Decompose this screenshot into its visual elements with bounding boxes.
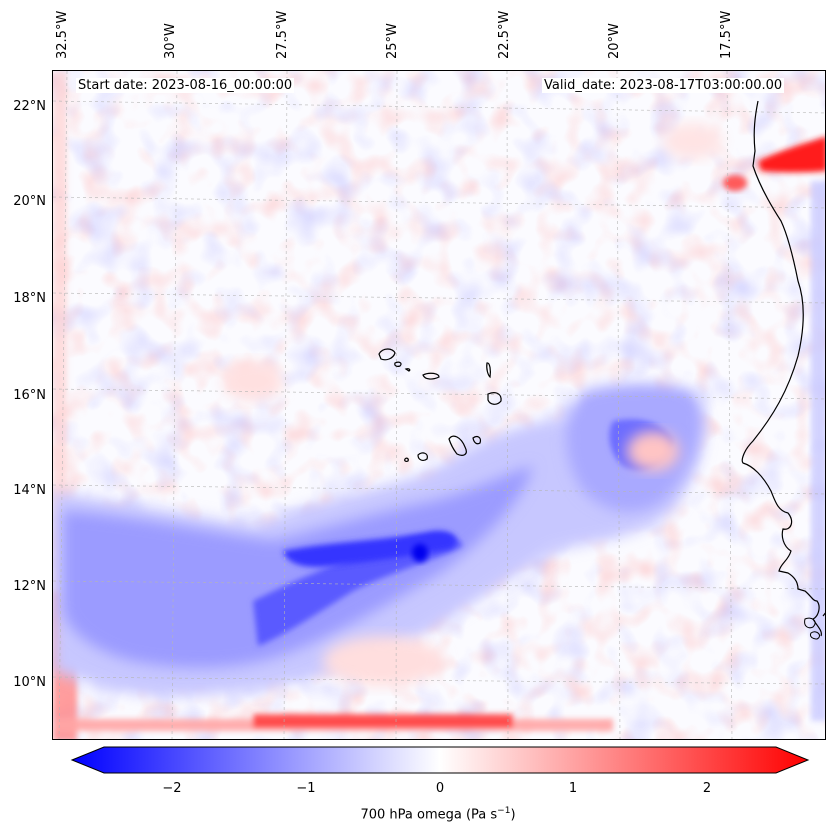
lat-label-12n: 12°N	[13, 579, 46, 594]
lon-label-32-5w: 32.5°W	[55, 10, 70, 59]
lat-label-16n: 16°N	[13, 388, 46, 403]
colorbar-tick-minus2: −2	[162, 781, 182, 796]
colorbar-tick-2: 2	[702, 781, 712, 796]
valid-date-label: Valid_date: 2023-08-17T03:00:00.00	[542, 78, 785, 93]
lat-label-18n: 18°N	[13, 291, 46, 306]
colorbar-tick-0: 0	[435, 781, 445, 796]
map-panel[interactable]	[52, 70, 826, 740]
lon-label-22-5w: 22.5°W	[497, 10, 512, 59]
colorbar-label: 700 hPa omega (Pa s−1)	[0, 806, 837, 822]
omega-field-map	[53, 71, 825, 739]
colorbar-fill	[70, 746, 810, 774]
lat-label-22n: 22°N	[13, 99, 46, 114]
lon-label-27-5w: 27.5°W	[275, 10, 290, 59]
colorbar-tick-minus1: −1	[296, 781, 316, 796]
gridlines	[53, 71, 825, 739]
colorbar-label-main: 700 hPa omega (Pa s	[360, 807, 498, 823]
lon-label-20w: 20°W	[607, 23, 622, 59]
lon-label-25w: 25°W	[385, 23, 400, 59]
colorbar-label-end: )	[510, 807, 516, 823]
colorbar-tick-1: 1	[568, 781, 578, 796]
positive-omega-patches	[223, 123, 825, 686]
lon-label-17-5w: 17.5°W	[719, 10, 734, 59]
coastal-negative-strip	[811, 181, 825, 721]
colorbar	[70, 746, 810, 774]
negative-omega-band	[53, 383, 704, 697]
colorbar-label-exponent: −1	[497, 806, 511, 816]
lat-label-10n: 10°N	[13, 675, 46, 690]
start-date-label: Start date: 2023-08-16_00:00:00	[76, 78, 295, 93]
lat-label-14n: 14°N	[13, 483, 46, 498]
senegal-islands	[804, 617, 820, 640]
africa-coastline	[741, 100, 825, 637]
cape-verde-islands	[378, 348, 502, 462]
lat-label-20n: 20°N	[13, 194, 46, 209]
lon-label-30w: 30°W	[163, 23, 178, 59]
